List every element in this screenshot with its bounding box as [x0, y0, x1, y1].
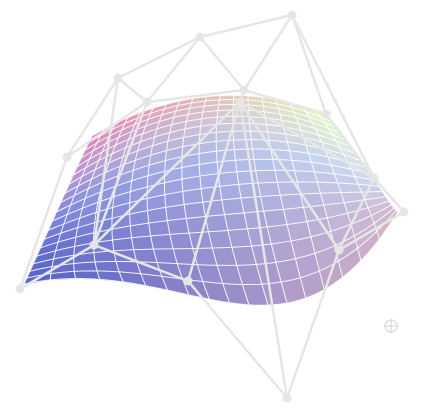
surface-face — [204, 214, 229, 233]
control-point[interactable] — [89, 240, 99, 250]
control-net-edge — [186, 279, 289, 400]
control-point[interactable] — [369, 173, 379, 183]
control-point[interactable] — [113, 73, 123, 83]
grid-line-v — [23, 135, 93, 285]
surface-face — [252, 148, 274, 160]
control-net-edge — [337, 176, 376, 252]
surface-face — [257, 181, 281, 197]
control-net-edge — [372, 176, 406, 214]
control-point[interactable] — [282, 393, 292, 403]
surface-face — [279, 193, 304, 210]
surface-face — [234, 159, 257, 173]
control-net-edge — [290, 13, 328, 116]
control-point[interactable] — [235, 97, 245, 107]
control-net-edge — [18, 243, 96, 291]
surface-face — [221, 197, 245, 215]
grid-line-v — [93, 117, 129, 280]
surface-face — [233, 139, 253, 150]
surface-face — [94, 261, 120, 273]
control-net-edge — [242, 88, 328, 116]
surface-face — [217, 171, 240, 187]
grid-line-v — [181, 98, 210, 300]
surface-face — [232, 130, 252, 141]
surface-face — [263, 208, 288, 228]
control-net-edge — [238, 100, 289, 400]
control-net-edge — [290, 13, 376, 180]
grid-line-v — [198, 96, 230, 303]
control-net-edge — [145, 35, 202, 104]
control-net-edge — [324, 112, 376, 180]
control-net-edge — [238, 100, 341, 252]
control-point[interactable] — [287, 10, 297, 20]
control-point[interactable] — [183, 276, 193, 286]
control-net-edge — [65, 100, 149, 159]
control-net-edge — [65, 76, 120, 159]
control-point[interactable] — [62, 152, 72, 162]
surface-face — [150, 234, 174, 250]
surface-face — [232, 123, 251, 132]
surface-face — [294, 170, 318, 183]
control-net-edge — [285, 248, 341, 400]
surface-face — [131, 235, 154, 251]
control-net-edge — [198, 35, 246, 92]
control-point[interactable] — [239, 85, 249, 95]
control-point[interactable] — [142, 97, 152, 107]
grid-line-v — [316, 111, 380, 240]
surface-face — [316, 181, 342, 194]
surface-face — [253, 159, 276, 172]
control-point[interactable] — [195, 32, 205, 42]
control-points[interactable] — [15, 10, 409, 403]
surface-face — [238, 182, 261, 199]
surface-face — [219, 184, 242, 201]
grid-line-v — [129, 107, 154, 286]
surface-grid-lines — [23, 94, 399, 306]
surface-face — [240, 196, 264, 214]
surface-face — [202, 199, 225, 217]
control-net[interactable] — [18, 13, 406, 400]
grid-line-v — [288, 102, 344, 278]
control-net-edge — [198, 13, 294, 39]
surface-face — [233, 148, 255, 161]
control-point[interactable] — [399, 207, 409, 217]
surface-face — [167, 218, 190, 235]
control-net-edge — [92, 76, 120, 247]
control-point[interactable] — [321, 109, 331, 119]
surface-face — [260, 194, 284, 212]
grid-line-v — [275, 99, 325, 290]
control-net-edge — [145, 88, 246, 104]
control-point[interactable] — [334, 245, 344, 255]
crosshair-icon[interactable] — [383, 318, 399, 334]
grid-line-v — [247, 95, 288, 304]
control-net-edge — [92, 243, 190, 283]
control-net-edge — [242, 13, 294, 92]
control-point[interactable] — [15, 284, 25, 294]
grid-line-v — [163, 100, 190, 296]
control-net-edge — [337, 210, 406, 252]
control-net-edge — [18, 155, 69, 291]
grid-line-v — [261, 97, 307, 299]
control-net-edge — [116, 76, 149, 104]
surface-face — [255, 170, 278, 184]
control-net-edge — [186, 100, 242, 283]
control-net-edge — [116, 35, 202, 80]
control-net-edge — [238, 100, 376, 180]
surface-face — [236, 170, 259, 185]
grid-line-v — [146, 104, 169, 291]
control-net-edge — [92, 100, 242, 247]
grid-line-v — [49, 129, 104, 280]
grid-line-v — [215, 95, 250, 306]
control-net-edge — [92, 100, 149, 247]
grid-line-v — [73, 123, 116, 279]
